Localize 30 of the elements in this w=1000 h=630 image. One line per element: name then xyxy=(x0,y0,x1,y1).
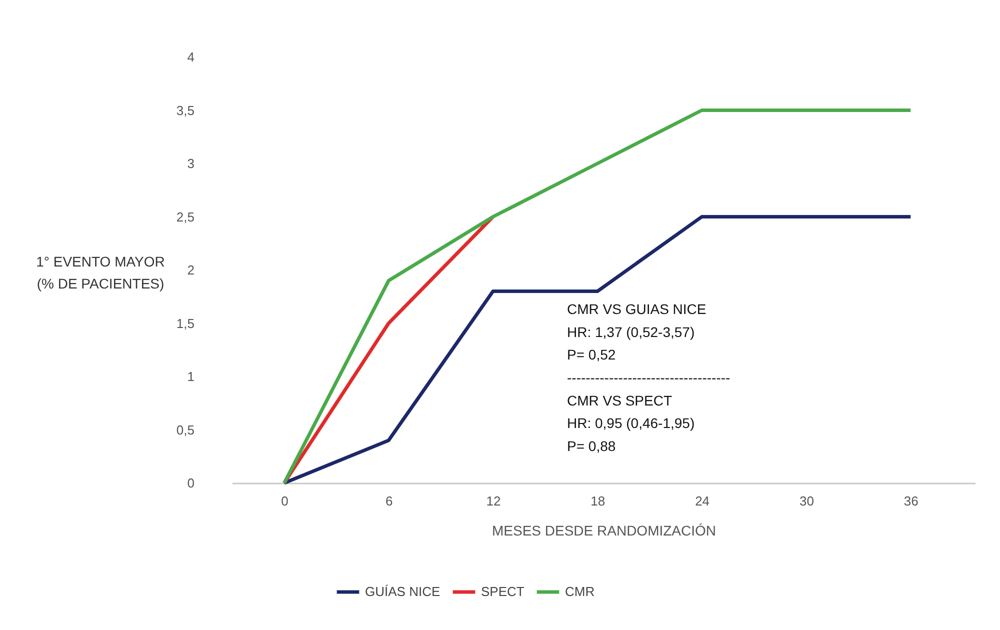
x-tick-label: 18 xyxy=(590,494,606,508)
y-tick-label: 2,5 xyxy=(176,209,194,224)
y-tick-label: 1,5 xyxy=(176,316,194,331)
legend-label: SPECT xyxy=(481,584,524,599)
x-axis-title: MESES DESDE RANDOMIZACIÓN xyxy=(492,522,716,538)
x-tick-label: 36 xyxy=(904,494,918,508)
x-tick-label: 30 xyxy=(799,494,814,508)
annotation: P= 0,88 xyxy=(567,438,616,454)
annotation: ----------------------------------- xyxy=(567,370,731,386)
y-tick-label: 1 xyxy=(187,369,194,384)
legend-label: GUÍAS NICE xyxy=(365,584,440,599)
annotation: P= 0,52 xyxy=(567,346,616,363)
annotation: CMR VS SPECT xyxy=(567,392,672,408)
y-axis-title: 1° EVENTO MAYOR (% DE PACIENTES) xyxy=(36,254,165,292)
y-tick-label: 2 xyxy=(187,262,194,278)
annotation: CMR VS GUIAS NICE xyxy=(567,301,706,317)
annotation: HR: 0,95 (0,46-1,95) xyxy=(567,415,695,432)
x-tick-label: 24 xyxy=(695,494,710,508)
legend-label: CMR xyxy=(565,584,595,599)
line-series xyxy=(282,108,912,485)
x-tick-label: 6 xyxy=(385,494,393,508)
x-tick-label: 12 xyxy=(486,494,501,508)
y-tick-label: 0,5 xyxy=(176,422,194,438)
line-series xyxy=(282,215,912,485)
annotation: HR: 1,37 (0,52-3,57) xyxy=(567,324,695,340)
y-tick-label: 3 xyxy=(187,156,194,171)
y-tick-label: 0 xyxy=(187,476,194,490)
y-tick-label: 4 xyxy=(187,50,194,64)
y-tick-label: 3,5 xyxy=(176,102,194,118)
x-tick-label: 0 xyxy=(281,494,288,508)
